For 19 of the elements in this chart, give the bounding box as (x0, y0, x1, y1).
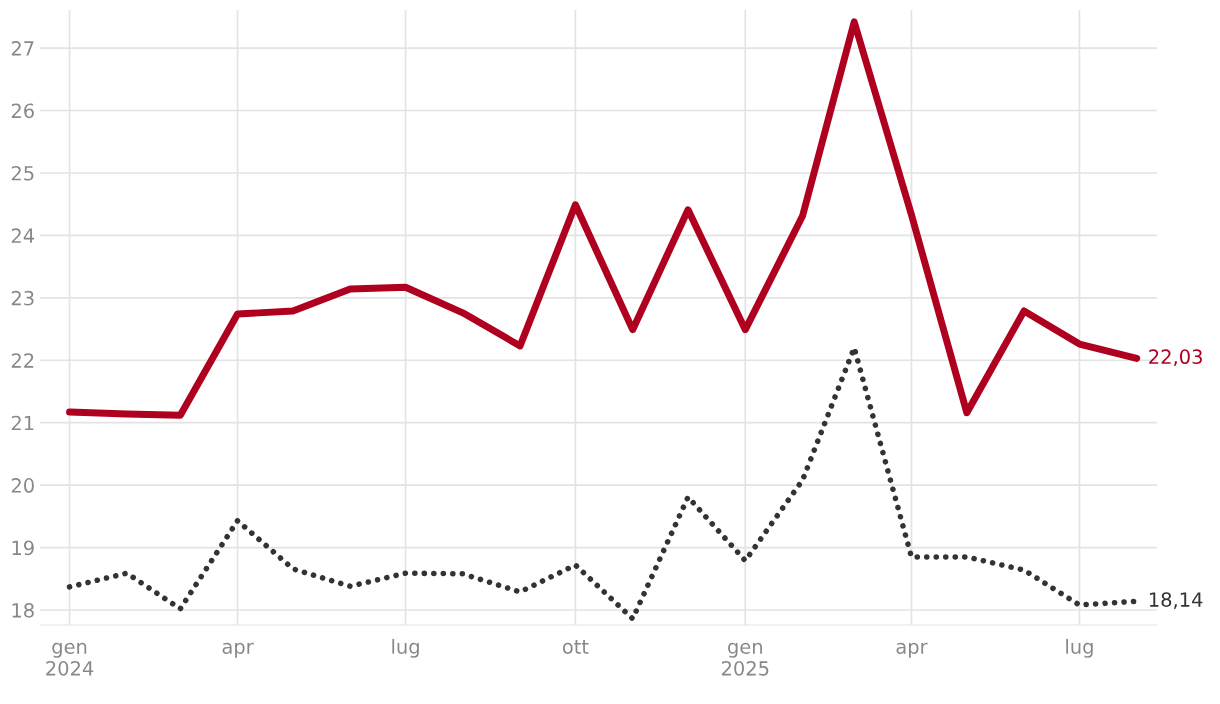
y-tick-label: 22 (11, 353, 34, 368)
y-tick-label: 27 (11, 41, 34, 56)
x-tick-label: lug (1066, 638, 1093, 658)
x-tick-label: ott (562, 640, 589, 654)
y-tick-label: 20 (11, 478, 34, 493)
y-tick-label: 23 (11, 290, 34, 306)
x-tick-label: gen 2024 (46, 642, 94, 676)
x-tick-label: lug (392, 638, 419, 658)
y-tick-label: 21 (11, 415, 34, 431)
x-tick-label: gen 2025 (721, 642, 769, 676)
x-tick-label: apr (896, 642, 928, 658)
y-tick-label: 25 (11, 165, 34, 181)
y-tick-label: 26 (11, 103, 34, 119)
annotation: 22,03 (1149, 349, 1202, 367)
y-tick-label: 24 (11, 228, 35, 243)
y-tick-label: 19 (12, 540, 34, 556)
x-tick-label: apr (222, 642, 254, 658)
y-tick-label: 18 (12, 602, 34, 618)
annotation: 18,14 (1149, 592, 1203, 609)
